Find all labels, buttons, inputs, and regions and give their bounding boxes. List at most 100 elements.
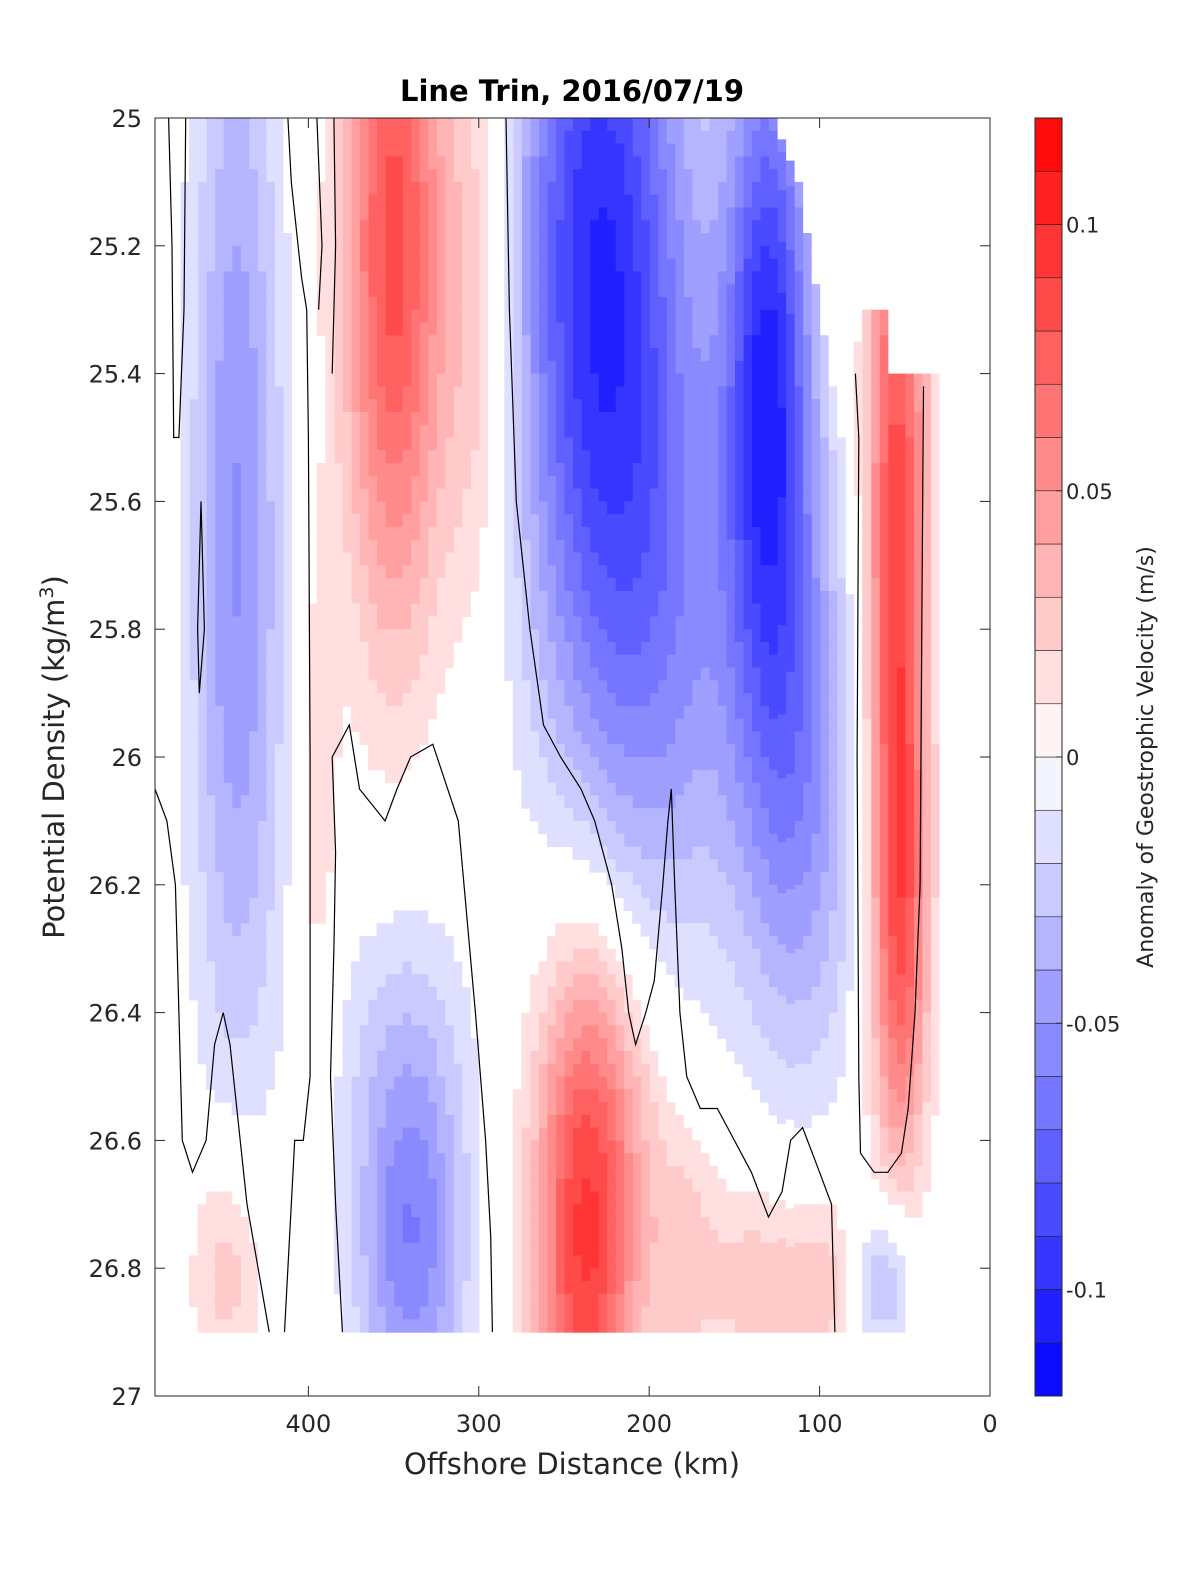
field-cell — [615, 616, 625, 630]
field-cell — [887, 1025, 897, 1039]
field-cell — [436, 987, 446, 1001]
field-cell — [470, 1293, 480, 1308]
field-cell — [742, 1242, 753, 1257]
field-cell — [572, 1038, 582, 1052]
field-cell — [436, 386, 446, 400]
field-cell — [819, 718, 829, 733]
field-cell — [836, 833, 846, 848]
field-cell — [700, 872, 710, 886]
field-cell — [802, 1102, 812, 1116]
field-cell — [598, 987, 608, 1001]
field-cell — [921, 923, 931, 937]
field-cell — [436, 118, 446, 132]
field-cell — [683, 565, 693, 579]
field-cell — [811, 590, 821, 605]
field-cell — [376, 539, 386, 554]
field-cell — [683, 322, 693, 336]
field-cell — [751, 1280, 761, 1295]
field-cell — [887, 539, 897, 554]
field-cell — [402, 1293, 412, 1308]
field-cell — [717, 194, 727, 209]
field-cell — [794, 1242, 804, 1257]
field-cell — [742, 360, 753, 375]
field-cell — [759, 961, 770, 975]
field-cell — [794, 233, 804, 247]
field-cell — [461, 999, 471, 1014]
field-cell — [555, 1114, 565, 1129]
field-cell — [538, 526, 548, 541]
field-cell — [546, 437, 557, 451]
field-cell — [913, 578, 923, 592]
field-cell — [734, 820, 744, 835]
field-cell — [632, 1280, 642, 1295]
field-cell — [512, 1255, 522, 1269]
field-cell — [776, 944, 787, 958]
field-cell — [913, 680, 923, 694]
field-cell — [632, 1165, 642, 1180]
field-cell — [819, 450, 829, 464]
field-cell — [819, 501, 829, 515]
field-cell — [785, 428, 795, 443]
field-cell — [819, 654, 829, 669]
field-cell — [436, 1063, 446, 1078]
field-cell — [393, 118, 403, 132]
field-cell — [581, 514, 591, 528]
field-cell — [410, 744, 420, 758]
field-cell — [657, 948, 667, 963]
field-cell — [785, 1221, 795, 1235]
field-cell — [572, 1255, 582, 1269]
field-cell — [913, 526, 923, 541]
field-cell — [862, 603, 872, 618]
field-cell — [546, 616, 557, 630]
field-cell — [640, 373, 650, 387]
field-cell — [470, 1102, 480, 1116]
field-cell — [402, 475, 412, 490]
field-cell — [734, 910, 744, 924]
field-cell — [529, 271, 540, 285]
field-cell — [470, 194, 480, 209]
field-cell — [751, 820, 761, 835]
field-cell — [436, 322, 446, 336]
field-cell — [419, 680, 429, 694]
field-cell — [410, 348, 420, 362]
field-cell — [529, 1217, 540, 1231]
field-cell — [419, 1102, 429, 1116]
field-cell — [529, 322, 540, 336]
field-cell — [785, 1055, 795, 1069]
field-cell — [410, 999, 420, 1014]
field-cell — [504, 629, 514, 643]
field-cell — [759, 463, 770, 477]
field-cell — [930, 539, 940, 554]
field-cell — [776, 394, 787, 409]
field-cell — [512, 629, 522, 643]
field-cell — [657, 782, 667, 796]
field-cell — [402, 1280, 412, 1295]
field-cell — [563, 590, 574, 605]
field-cell — [802, 769, 812, 784]
field-cell — [563, 526, 574, 541]
field-cell — [461, 1217, 471, 1231]
field-cell — [538, 1063, 548, 1078]
field-cell — [444, 130, 454, 145]
field-cell — [461, 1114, 471, 1129]
field-cell — [904, 961, 914, 975]
field-cell — [913, 769, 923, 784]
field-cell — [794, 399, 804, 413]
field-cell — [870, 501, 880, 515]
field-cell — [776, 676, 787, 690]
field-cell — [640, 731, 650, 745]
field-cell — [921, 463, 931, 477]
field-cell — [598, 348, 608, 362]
field-cell — [836, 565, 846, 579]
field-cell — [598, 309, 608, 324]
field-cell — [546, 744, 557, 758]
field-cell — [700, 130, 710, 145]
field-cell — [546, 769, 557, 784]
field-cell — [606, 552, 616, 566]
field-cell — [913, 1165, 923, 1180]
field-cell — [632, 1102, 642, 1116]
field-cell — [478, 233, 488, 247]
field-cell — [555, 514, 565, 528]
field-cell — [615, 1229, 625, 1244]
field-cell — [589, 1012, 599, 1026]
